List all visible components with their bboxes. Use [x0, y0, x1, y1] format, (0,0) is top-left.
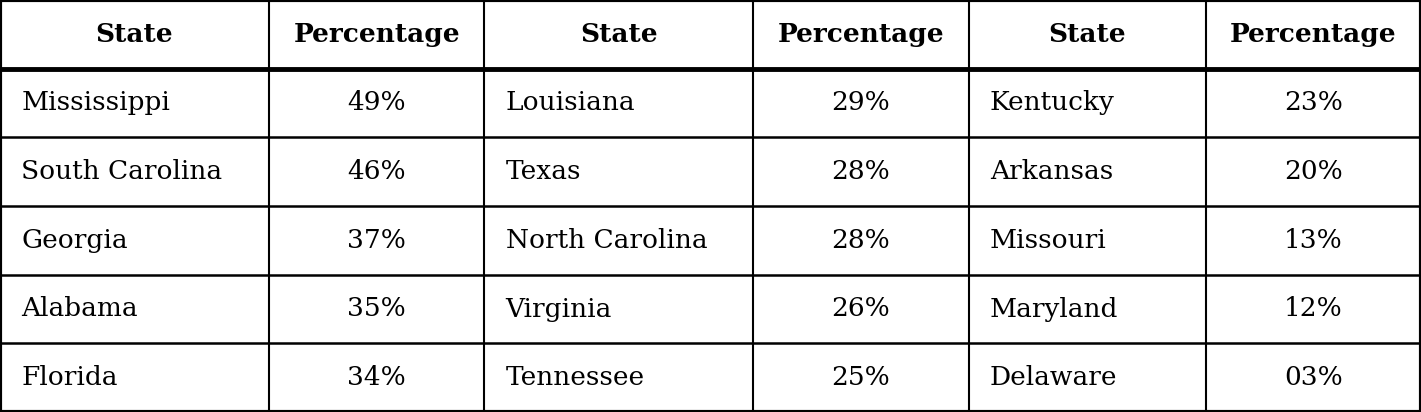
Text: 37%: 37% — [347, 228, 406, 253]
Text: 03%: 03% — [1285, 365, 1343, 390]
Text: 28%: 28% — [831, 228, 891, 253]
Text: 13%: 13% — [1285, 228, 1343, 253]
Text: 35%: 35% — [347, 297, 406, 321]
Text: State: State — [580, 22, 658, 47]
Text: State: State — [95, 22, 173, 47]
Text: Arkansas: Arkansas — [990, 159, 1113, 184]
Text: Percentage: Percentage — [293, 22, 460, 47]
Text: 46%: 46% — [347, 159, 406, 184]
Text: 12%: 12% — [1285, 297, 1343, 321]
Text: Kentucky: Kentucky — [990, 91, 1115, 115]
Text: 20%: 20% — [1285, 159, 1343, 184]
Text: Maryland: Maryland — [990, 297, 1118, 321]
Text: Percentage: Percentage — [1231, 22, 1397, 47]
Text: Percentage: Percentage — [777, 22, 945, 47]
Text: Louisiana: Louisiana — [506, 91, 635, 115]
Text: Virginia: Virginia — [506, 297, 612, 321]
Text: Missouri: Missouri — [990, 228, 1107, 253]
Text: Georgia: Georgia — [21, 228, 128, 253]
Text: State: State — [1049, 22, 1125, 47]
Text: 29%: 29% — [831, 91, 891, 115]
Text: 49%: 49% — [347, 91, 406, 115]
Text: Mississippi: Mississippi — [21, 91, 171, 115]
Text: 34%: 34% — [347, 365, 406, 390]
Text: Alabama: Alabama — [21, 297, 138, 321]
Text: 28%: 28% — [831, 159, 891, 184]
Text: 25%: 25% — [831, 365, 891, 390]
Text: South Carolina: South Carolina — [21, 159, 223, 184]
Text: Delaware: Delaware — [990, 365, 1117, 390]
Text: 23%: 23% — [1285, 91, 1343, 115]
Text: 26%: 26% — [831, 297, 891, 321]
Text: Tennessee: Tennessee — [506, 365, 645, 390]
Text: Florida: Florida — [21, 365, 118, 390]
Text: Texas: Texas — [506, 159, 581, 184]
Text: North Carolina: North Carolina — [506, 228, 708, 253]
